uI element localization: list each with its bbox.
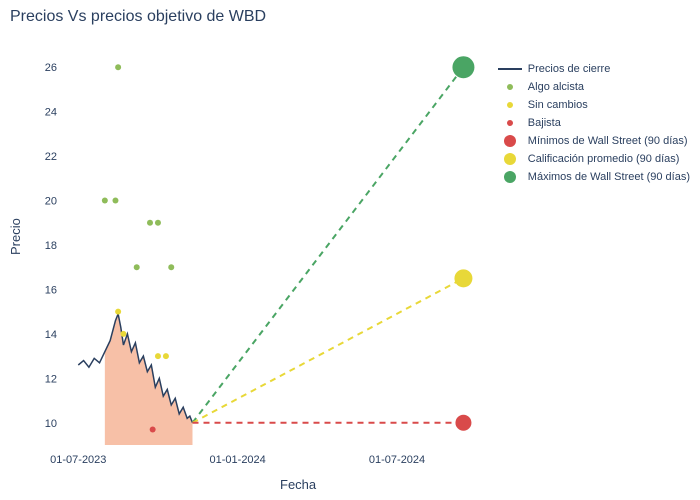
legend-item: Sin cambios xyxy=(496,96,690,114)
legend-line-swatch xyxy=(498,68,522,70)
legend-item: Bajista xyxy=(496,114,690,132)
xtick-label: 01-07-2023 xyxy=(50,454,106,466)
chart-container: Precios Vs precios objetivo de WBD Preci… xyxy=(0,0,700,500)
legend-dot-swatch xyxy=(507,102,513,108)
ytick-label: 10 xyxy=(45,418,57,430)
ytick-label: 20 xyxy=(45,196,57,208)
legend-swatch xyxy=(496,120,524,126)
legend-label: Algo alcista xyxy=(528,81,584,93)
legend-item: Calificación promedio (90 días) xyxy=(496,150,690,168)
scatter-point xyxy=(155,220,161,226)
legend-swatch xyxy=(496,153,524,165)
end-marker-max xyxy=(452,56,474,78)
ytick-label: 18 xyxy=(45,240,57,252)
legend-dot-swatch xyxy=(507,84,513,90)
legend-label: Bajista xyxy=(528,117,561,129)
ytick-label: 22 xyxy=(45,151,57,163)
legend-swatch xyxy=(496,102,524,108)
ytick-label: 26 xyxy=(45,62,57,74)
close-price-fill xyxy=(105,314,193,445)
legend-swatch xyxy=(496,135,524,147)
xtick-label: 01-07-2024 xyxy=(369,454,425,466)
projection-avg xyxy=(193,278,464,422)
legend-item: Algo alcista xyxy=(496,78,690,96)
legend: Precios de cierre Algo alcista Sin cambios… xyxy=(496,60,690,186)
scatter-point xyxy=(163,353,169,359)
legend-label: Máximos de Wall Street (90 días) xyxy=(528,171,690,183)
scatter-point xyxy=(102,198,108,204)
legend-label: Precios de cierre xyxy=(528,63,611,75)
legend-label: Mínimos de Wall Street (90 días) xyxy=(528,135,688,147)
xtick-label: 01-01-2024 xyxy=(210,454,266,466)
scatter-point xyxy=(155,353,161,359)
legend-dot-swatch xyxy=(504,153,516,165)
scatter-point xyxy=(112,198,118,204)
legend-dot-swatch xyxy=(507,120,513,126)
ytick-label: 24 xyxy=(45,107,57,119)
scatter-point xyxy=(150,426,156,432)
end-marker-avg xyxy=(454,269,472,287)
legend-item: Máximos de Wall Street (90 días) xyxy=(496,168,690,186)
scatter-point xyxy=(120,331,126,337)
scatter-point xyxy=(168,264,174,270)
legend-dot-swatch xyxy=(504,135,516,147)
scatter-point xyxy=(115,309,121,315)
ytick-label: 12 xyxy=(45,373,57,385)
legend-dot-swatch xyxy=(504,171,516,183)
legend-label: Calificación promedio (90 días) xyxy=(528,153,680,165)
end-marker-min xyxy=(455,415,471,431)
projection-max xyxy=(193,67,464,423)
legend-item: Precios de cierre xyxy=(496,60,690,78)
legend-item: Mínimos de Wall Street (90 días) xyxy=(496,132,690,150)
ytick-label: 16 xyxy=(45,284,57,296)
legend-label: Sin cambios xyxy=(528,99,588,111)
legend-swatch xyxy=(496,171,524,183)
ytick-label: 14 xyxy=(45,329,57,341)
legend-swatch xyxy=(496,84,524,90)
legend-swatch xyxy=(496,68,524,70)
scatter-point xyxy=(134,264,140,270)
scatter-point xyxy=(147,220,153,226)
scatter-point xyxy=(115,64,121,70)
